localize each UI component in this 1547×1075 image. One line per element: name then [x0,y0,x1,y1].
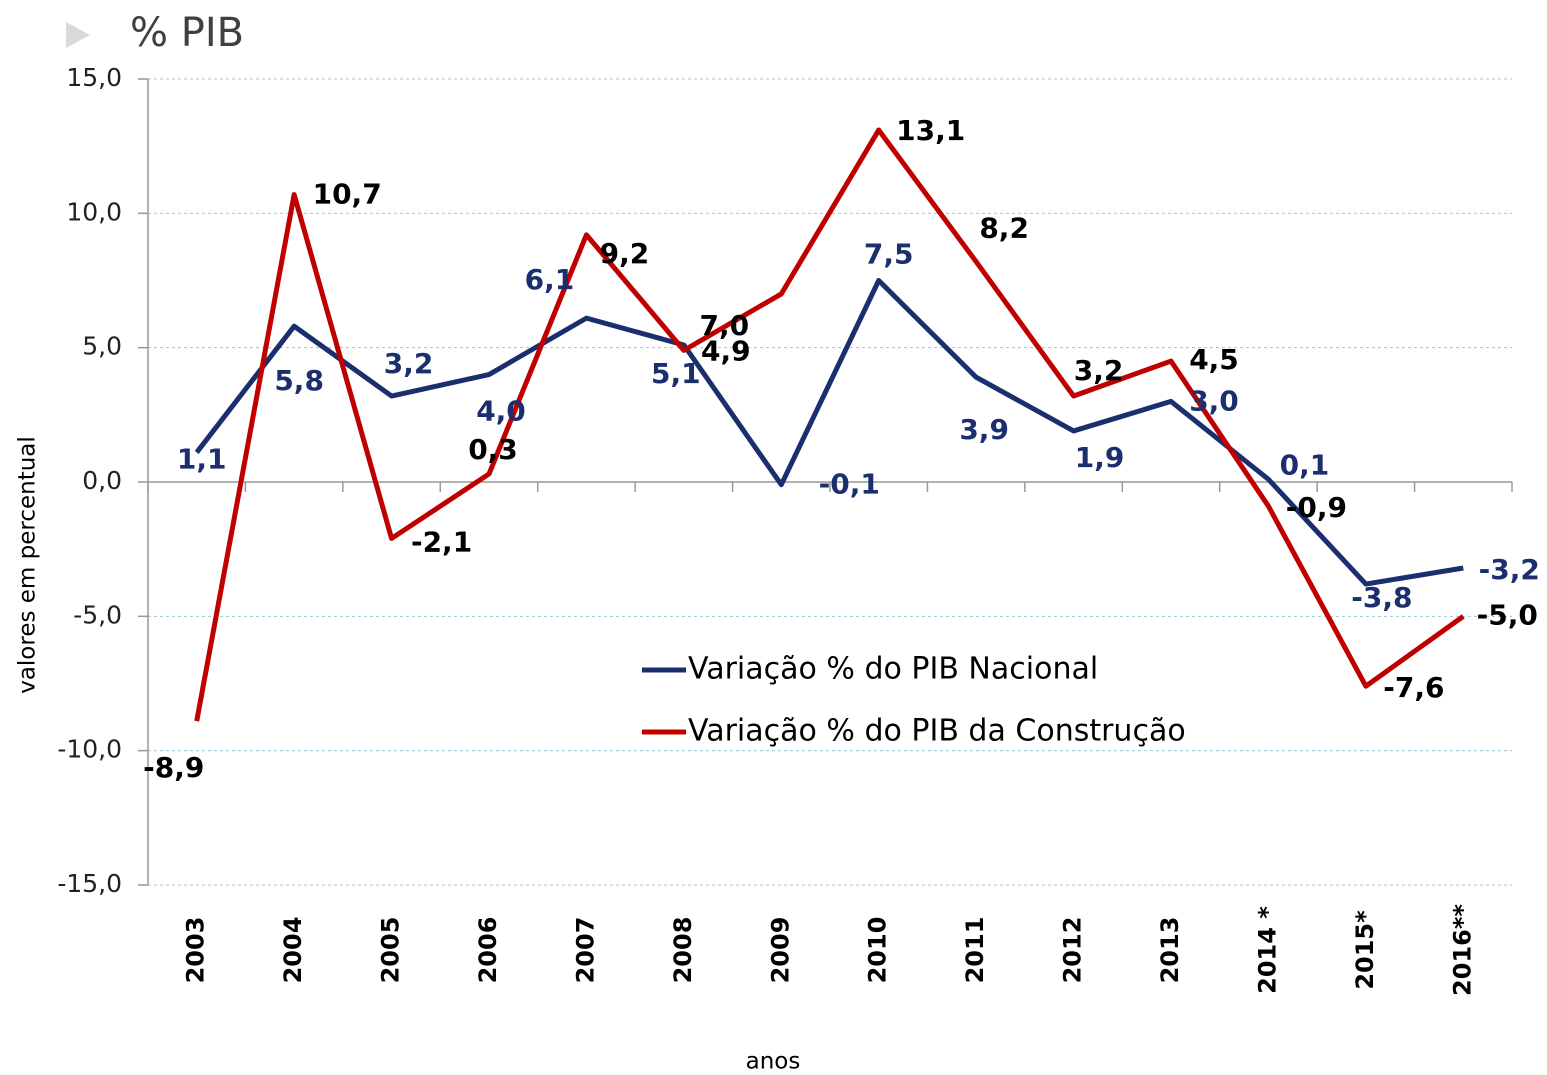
x-tick-label: 2003 [182,917,210,984]
y-tick-label: 0,0 [82,466,122,495]
data-label: 9,2 [600,237,650,270]
data-label: 7,5 [864,238,914,271]
y-tick-label: 10,0 [66,197,122,226]
data-label: -3,2 [1479,553,1540,586]
data-label: 0,3 [468,433,518,466]
data-label: -0,1 [819,468,880,501]
x-tick-label: 2005 [377,917,405,984]
data-label: 13,1 [896,114,965,147]
data-label: 3,0 [1189,384,1239,417]
data-label: 1,1 [177,442,227,475]
y-tick-label: 5,0 [82,332,122,361]
data-label: 7,0 [699,309,749,342]
y-tick-label: -15,0 [57,869,122,898]
series-line [194,127,1465,722]
x-tick-label: 2014 * [1253,906,1281,994]
data-label: -2,1 [411,525,472,558]
x-tick-label: 2013 [1156,917,1184,984]
data-label: 5,1 [651,357,701,390]
x-tick-label: 2016** [1448,904,1476,996]
x-tick-label: 2012 [1059,917,1087,984]
data-label: 3,2 [384,347,434,380]
data-label: -8,9 [143,751,204,784]
data-label: 6,1 [525,263,575,296]
data-label: -7,6 [1383,671,1444,704]
data-label: 4,5 [1189,343,1239,376]
chart-title: % PIB [130,10,244,56]
x-tick-label: 2006 [474,917,502,984]
data-label: 8,2 [979,212,1029,245]
y-axis-label: valores em percentual [15,436,41,694]
data-label: 5,8 [274,364,324,397]
legend-label: Variação % do PIB da Construção [688,714,1186,749]
data-label: 3,2 [1074,354,1124,387]
x-tick-label: 2009 [766,917,794,984]
data-label: -0,9 [1286,491,1347,524]
data-label: 1,9 [1075,441,1125,474]
title-marker [66,22,90,48]
data-label: 4,9 [701,334,751,367]
y-tick-label: -10,0 [57,735,122,764]
x-tick-label: 2004 [279,917,307,984]
x-tick-label: 2011 [961,917,989,984]
series-line [194,278,1464,587]
data-label: 4,0 [476,395,526,428]
y-tick-label: 15,0 [66,63,122,92]
legend-label: Variação % do PIB Nacional [688,652,1098,687]
data-label: 0,1 [1280,448,1330,481]
data-label: 3,9 [959,413,1009,446]
x-tick-label: 2010 [864,917,892,984]
x-axis-label: anos [746,1049,801,1075]
x-tick-label: 2008 [669,917,697,984]
data-label: 10,7 [313,178,382,211]
x-tick-label: 2007 [571,917,599,984]
data-label: -3,8 [1351,581,1412,614]
x-tick-label: 2015* [1351,910,1379,990]
data-label: -5,0 [1477,598,1538,631]
y-tick-label: -5,0 [73,600,122,629]
